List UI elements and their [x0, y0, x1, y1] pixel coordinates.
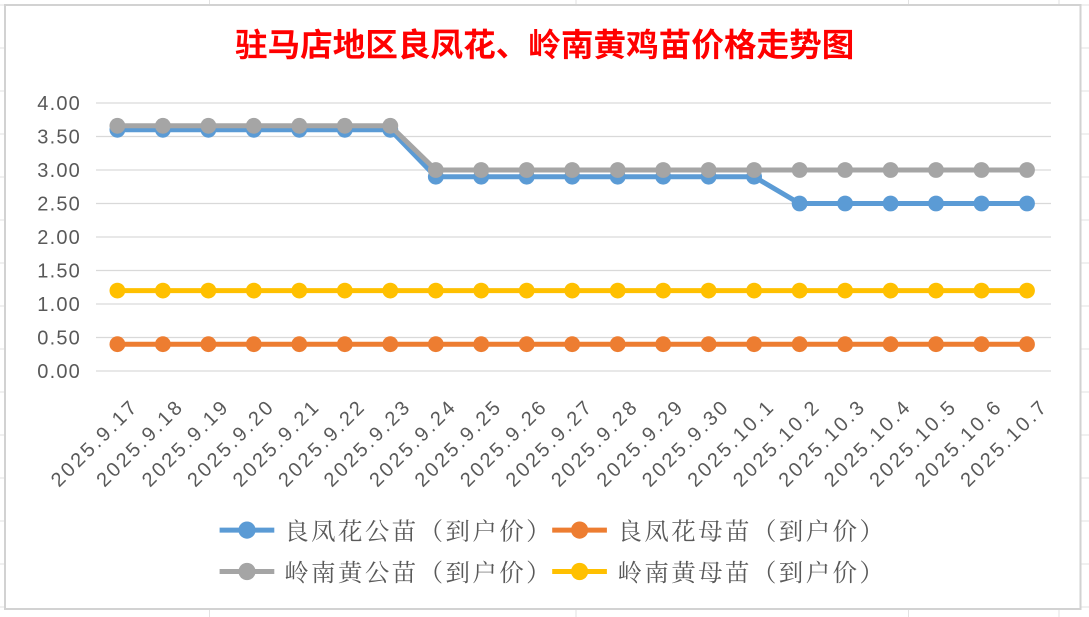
svg-text:2.50: 2.50 — [37, 194, 81, 216]
svg-text:3.50: 3.50 — [37, 127, 81, 149]
svg-text:2.00: 2.00 — [37, 227, 81, 249]
svg-text:0.00: 0.00 — [37, 361, 81, 383]
svg-text:4.00: 4.00 — [37, 93, 81, 115]
svg-text:1.00: 1.00 — [37, 294, 81, 316]
svg-text:1.50: 1.50 — [37, 261, 81, 283]
svg-text:0.50: 0.50 — [37, 328, 81, 350]
svg-text:3.00: 3.00 — [37, 160, 81, 182]
